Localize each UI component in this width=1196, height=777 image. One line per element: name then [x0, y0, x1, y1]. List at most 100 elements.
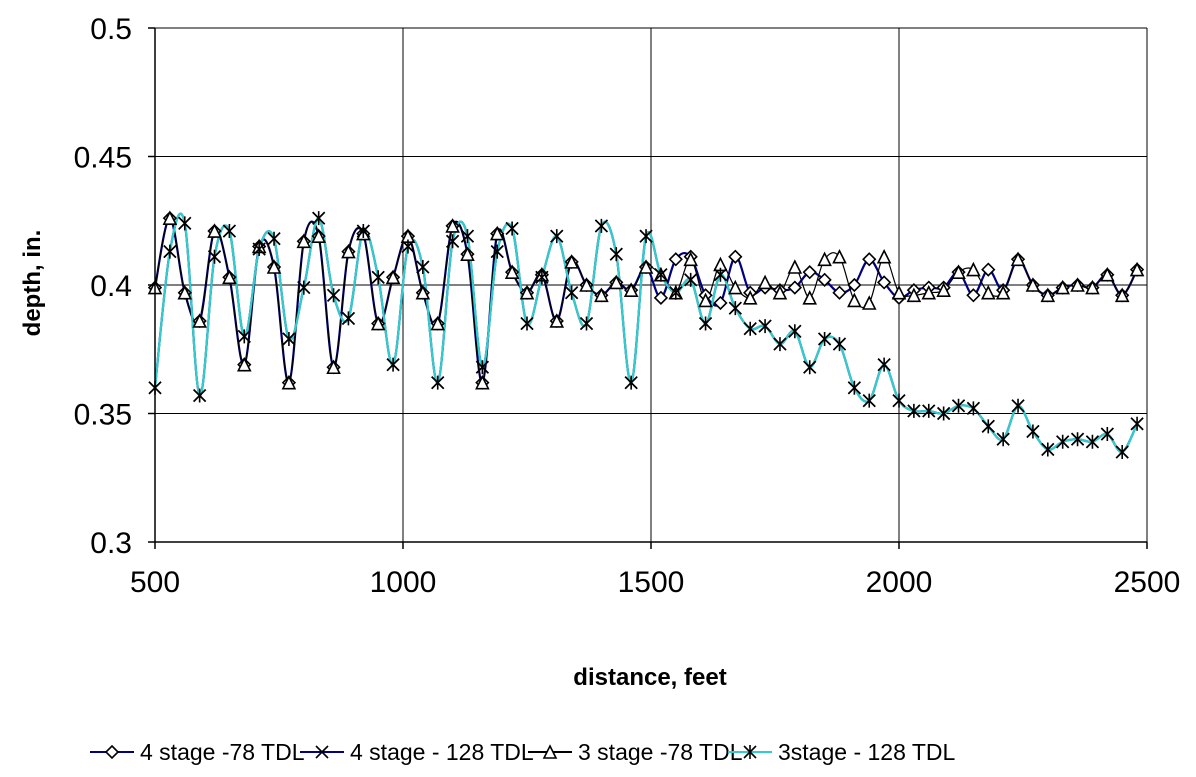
data-point [564, 254, 579, 269]
data-point [475, 360, 489, 375]
data-point [907, 403, 921, 418]
data-point [728, 249, 743, 264]
data-point [996, 432, 1010, 447]
data-point [1070, 277, 1085, 292]
data-point [684, 272, 698, 287]
data-point [683, 251, 698, 267]
data-point [296, 233, 312, 249]
data-point [966, 288, 981, 303]
data-point [743, 321, 757, 336]
data-point [1100, 266, 1115, 282]
data-point [430, 315, 446, 331]
data-point [876, 275, 892, 290]
data-point [624, 375, 638, 390]
data-point [192, 313, 207, 328]
data-point [1010, 251, 1026, 267]
data-point [653, 290, 669, 305]
data-point [1100, 427, 1114, 442]
data-point [520, 316, 534, 331]
data-point [906, 287, 922, 303]
data-point [1070, 432, 1085, 447]
data-point [460, 229, 475, 244]
legend-swatch-marker [104, 744, 120, 760]
data-point [1041, 442, 1055, 457]
data-point [877, 357, 891, 372]
data-point [832, 285, 847, 300]
data-point [892, 393, 906, 408]
data-point [222, 269, 237, 285]
data-point [549, 313, 565, 328]
data-point [385, 269, 401, 285]
data-point [446, 234, 460, 249]
data-point [728, 279, 743, 295]
data-point [445, 218, 460, 233]
data-point [1114, 287, 1130, 303]
y-tick-label: 0.4 [90, 270, 132, 303]
data-point [341, 243, 356, 259]
data-point [565, 285, 579, 300]
data-point [475, 374, 490, 390]
legend-label: 4 stage -78 TDL [140, 739, 305, 765]
data-point [297, 280, 311, 295]
data-point [698, 316, 713, 331]
series-markers [147, 210, 1145, 460]
data-point [1115, 445, 1129, 460]
x-tick-label: 1000 [370, 566, 437, 599]
legend-entry-2: 4 stage - 128 TDL [300, 739, 534, 765]
data-point [623, 282, 639, 297]
data-point [312, 211, 326, 226]
data-point [579, 277, 594, 292]
data-point [937, 406, 951, 421]
y-tick-label: 0.5 [90, 13, 132, 46]
axes [148, 27, 1148, 549]
data-point [415, 284, 431, 300]
data-point [608, 274, 624, 290]
x-tick-label: 1500 [618, 566, 685, 599]
data-point [178, 216, 192, 231]
data-point [772, 284, 788, 300]
data-point [876, 248, 892, 264]
data-point [742, 290, 758, 305]
data-point [281, 374, 297, 390]
data-point [1129, 261, 1145, 277]
y-tick-label: 0.45 [74, 142, 132, 175]
data-point [891, 284, 907, 300]
data-point [460, 246, 475, 261]
x-tick-label: 500 [130, 566, 180, 599]
data-point [222, 224, 236, 239]
data-point [639, 229, 653, 244]
data-point [490, 244, 504, 259]
data-point [847, 380, 861, 395]
data-point [981, 419, 995, 434]
data-point [594, 218, 608, 233]
series-markers-4 [148, 211, 1144, 460]
data-point [326, 359, 341, 375]
data-point [832, 337, 847, 352]
data-point [936, 282, 951, 297]
data-point [1055, 279, 1070, 295]
data-point [163, 244, 177, 259]
x-tick-label: 2500 [1114, 566, 1181, 599]
legend: 4 stage -78 TDL 4 stage - 128 TDL 3 stage … [90, 739, 956, 765]
legend-label: 3stage - 128 TDL [778, 739, 956, 765]
data-point [951, 398, 966, 413]
data-point [177, 284, 193, 300]
legend-label: 4 stage - 128 TDL [350, 739, 534, 765]
data-point [386, 357, 400, 372]
legend-swatch-marker [315, 745, 329, 759]
data-point [922, 403, 936, 418]
y-tick-label: 0.35 [74, 399, 132, 432]
data-point [862, 393, 876, 408]
data-point [207, 249, 222, 264]
data-point [773, 337, 787, 352]
data-point [832, 248, 847, 264]
data-point [193, 388, 207, 403]
data-point [550, 229, 564, 244]
data-point [966, 401, 980, 416]
legend-entry-1: 4 stage -78 TDL [90, 739, 305, 765]
data-point [861, 295, 877, 310]
tick-labels: 500 1000 1500 2000 2500 0.3 0.35 0.4 0.45 0.5 [74, 13, 1181, 599]
x-axis-title: distance, feet [573, 664, 726, 691]
data-point [817, 251, 832, 267]
x-tick-label: 2000 [866, 566, 933, 599]
